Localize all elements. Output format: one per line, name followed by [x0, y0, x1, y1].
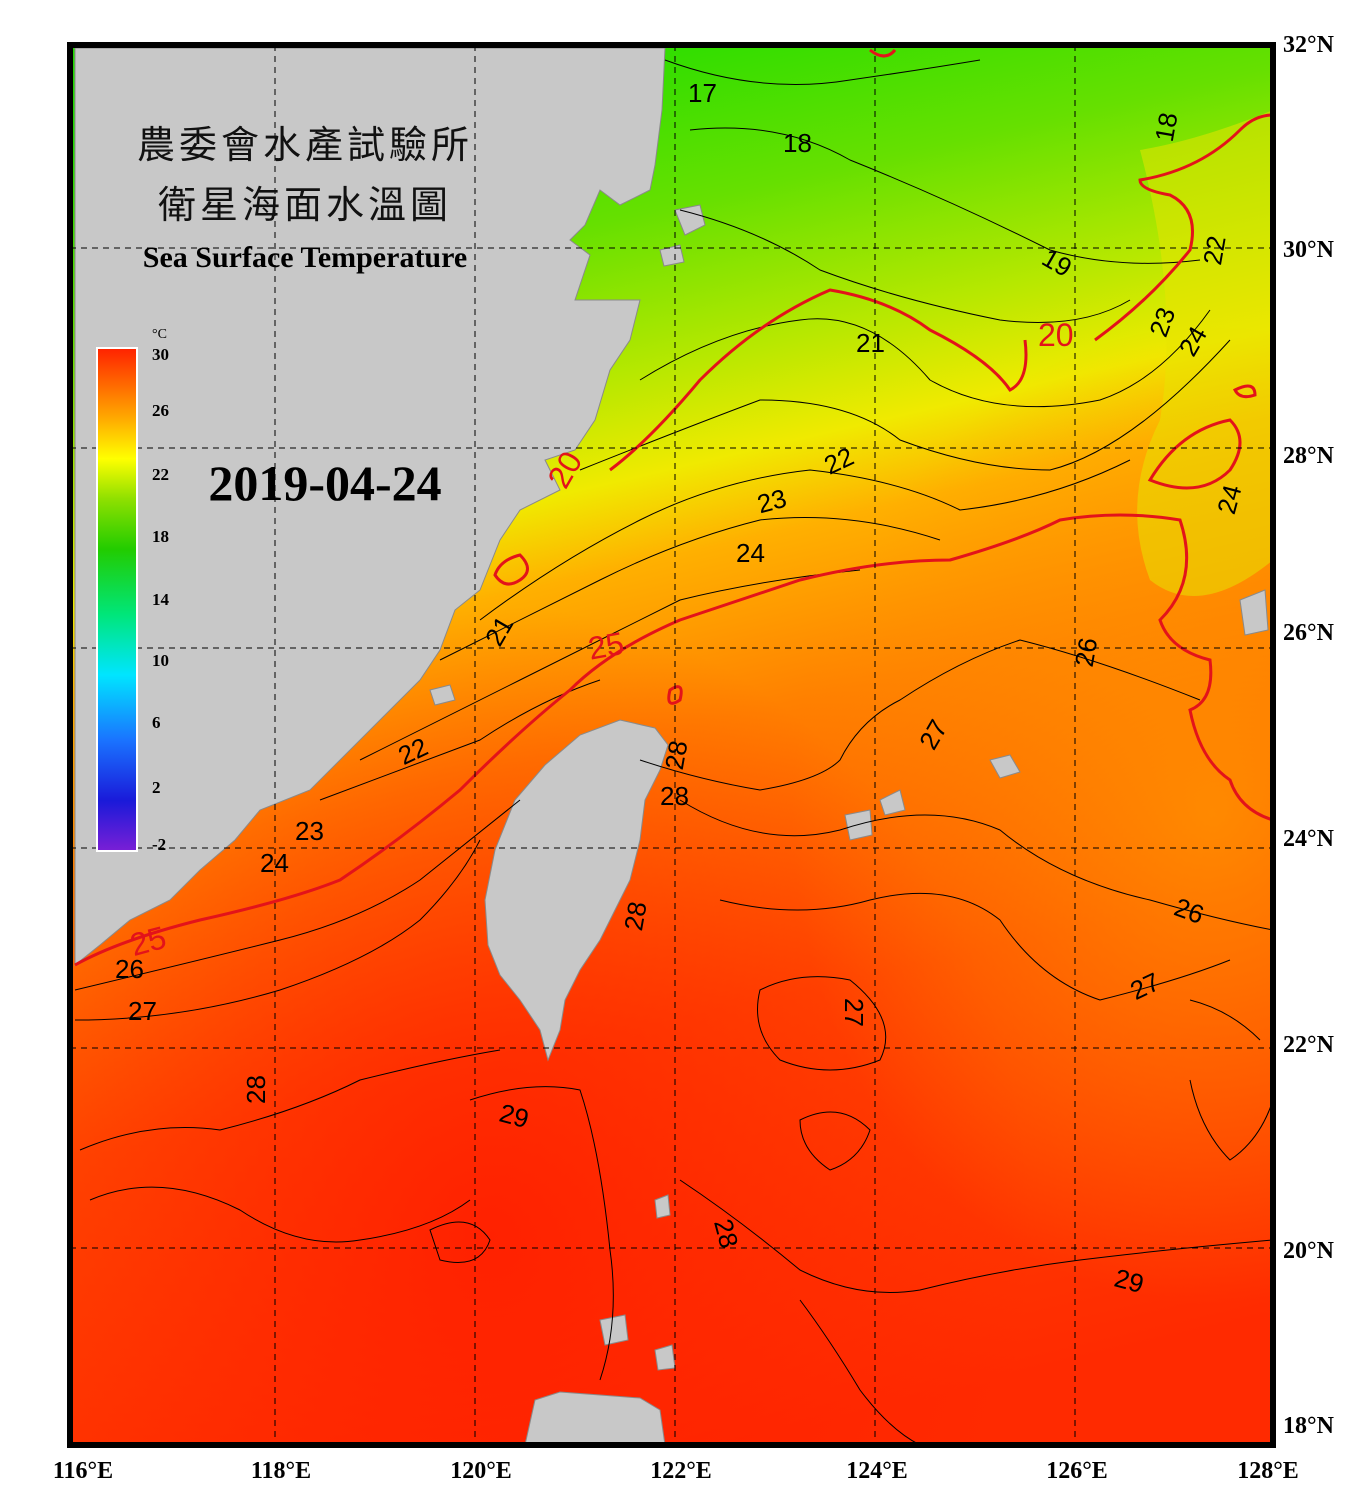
colorbar-tick: 30 — [152, 345, 169, 364]
lat-label: 30°N — [1283, 237, 1335, 263]
contour-label: 17 — [688, 78, 717, 108]
lat-label: 28°N — [1283, 443, 1335, 469]
contour-label: 28 — [660, 781, 689, 811]
colorbar-tick: 6 — [152, 713, 161, 732]
contour-label: 23 — [295, 816, 324, 846]
isotherms — [74, 59, 1273, 1445]
lat-label: 24°N — [1283, 826, 1335, 852]
colorbar-tick: 26 — [152, 401, 169, 420]
map-frame — [67, 42, 1276, 1448]
lon-label: 120°E — [450, 1458, 512, 1484]
longitude-labels: 116°E 118°E 120°E 122°E 124°E 126°E 128°… — [53, 1458, 1299, 1484]
contour-label: 28 — [241, 1075, 271, 1104]
colorbar-tick: 22 — [152, 465, 169, 484]
colorbar-unit: °C — [152, 327, 167, 342]
colorbar-tick: -2 — [152, 835, 166, 854]
lat-label: 22°N — [1283, 1032, 1335, 1058]
graticule — [70, 45, 1273, 1445]
contour-label: 18 — [783, 128, 812, 158]
contour-label: 26 — [115, 954, 144, 984]
title-english: Sea Surface Temperature — [143, 241, 467, 274]
colorbar-tick: 14 — [152, 590, 170, 609]
taiwan-island — [484, 719, 669, 1062]
lon-label: 122°E — [650, 1458, 712, 1484]
colorbar-tick: 2 — [152, 778, 161, 797]
colorbar-tick: 18 — [152, 527, 169, 546]
coastal-islands — [429, 204, 1269, 1371]
colorbar-ramp — [96, 347, 138, 852]
lat-label: 32°N — [1283, 32, 1335, 58]
contour-label: 24 — [736, 538, 765, 568]
map-date: 2019-04-24 — [208, 455, 441, 511]
red-isotherms — [74, 48, 1273, 967]
lat-label: 18°N — [1283, 1413, 1335, 1439]
lat-label: 26°N — [1283, 620, 1335, 646]
contour-label: 22 — [1197, 233, 1232, 267]
contour-label: 28 — [659, 738, 694, 772]
contour-label: 27 — [839, 998, 869, 1027]
title-chinese-agency: 農委會水產試驗所 — [137, 123, 473, 167]
contour-label: 26 — [1069, 635, 1104, 669]
title-chinese-map: 衛星海面水溫圖 — [158, 183, 452, 227]
title-block: 農委會水產試驗所 衛星海面水溫圖 Sea Surface Temperature — [137, 123, 473, 274]
lon-label: 126°E — [1046, 1458, 1108, 1484]
china-mainland — [74, 47, 666, 967]
lon-label: 124°E — [846, 1458, 908, 1484]
lon-label: 116°E — [53, 1458, 113, 1484]
contour-label: 27 — [128, 996, 157, 1026]
luzon-island — [524, 1391, 666, 1446]
contour-label: 18 — [1149, 110, 1184, 144]
latitude-labels: 32°N 30°N 28°N 26°N 24°N 22°N 20°N 18°N — [1283, 32, 1335, 1439]
lat-label: 20°N — [1283, 1238, 1335, 1264]
colorbar: °C 30 26 22 18 14 10 6 2 -2 — [96, 327, 170, 854]
colorbar-tick: 10 — [152, 651, 169, 670]
contour-label: 28 — [618, 899, 653, 933]
contour-label: 20 — [1038, 317, 1074, 353]
contour-label: 24 — [260, 848, 289, 878]
contour-label: 25 — [585, 625, 626, 667]
contour-label: 21 — [856, 328, 885, 358]
lon-label: 128°E — [1237, 1458, 1299, 1484]
lon-label: 118°E — [251, 1458, 311, 1484]
